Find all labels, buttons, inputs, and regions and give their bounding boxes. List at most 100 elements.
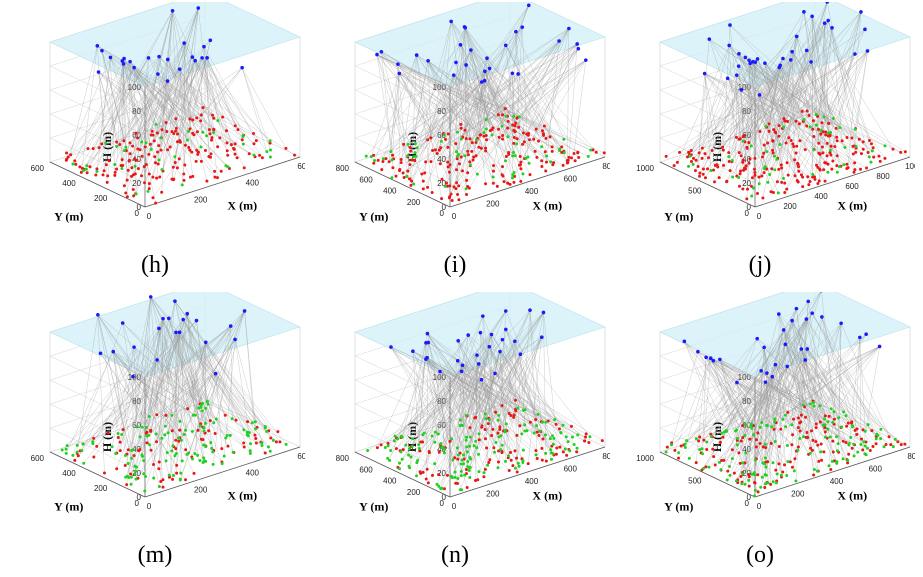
link [476, 45, 506, 140]
link [478, 363, 577, 453]
uav-point [414, 53, 419, 57]
link [381, 51, 468, 187]
link [421, 49, 472, 175]
user-point [122, 149, 126, 153]
user-point [148, 142, 152, 146]
user-point [242, 441, 246, 445]
user-point [190, 429, 194, 433]
user-point [177, 436, 181, 440]
subplot-h: 02040608010002004006000200400600X (m)Y (… [5, 2, 305, 282]
user-point [814, 123, 818, 127]
link [729, 364, 776, 476]
link [763, 347, 780, 464]
user-point [102, 169, 106, 173]
user-point [195, 148, 199, 152]
user-point [566, 158, 570, 162]
link [390, 64, 399, 152]
user-point [741, 461, 745, 465]
link [466, 312, 544, 474]
user-point [841, 457, 845, 461]
user-point [172, 474, 176, 478]
user-point [883, 144, 887, 148]
uav-point [763, 61, 767, 65]
user-point [125, 483, 129, 487]
z-tick-label: 20 [132, 179, 141, 188]
user-point [772, 128, 776, 132]
link [738, 58, 758, 140]
user-point [468, 426, 472, 430]
user-point [721, 145, 725, 149]
user-point [226, 444, 230, 448]
user-point [506, 119, 510, 123]
user-point [398, 169, 402, 173]
user-point [790, 443, 794, 447]
link [427, 60, 508, 184]
user-point [484, 118, 488, 122]
user-point [496, 418, 500, 422]
user-point [847, 452, 851, 456]
user-point [208, 132, 212, 136]
user-point [534, 449, 538, 453]
uav-point [839, 321, 843, 326]
user-point [716, 165, 720, 169]
user-point [147, 152, 151, 156]
user-point [770, 425, 774, 429]
link [123, 63, 155, 157]
user-point [433, 440, 437, 444]
link [689, 292, 821, 459]
link [182, 8, 199, 185]
link [158, 57, 203, 161]
user-point [147, 433, 151, 437]
uav-point [459, 369, 464, 374]
link [693, 53, 856, 165]
uav-point [456, 338, 460, 343]
link [113, 351, 206, 462]
link [131, 310, 245, 451]
user-point [793, 174, 797, 178]
uav-point [108, 55, 113, 60]
user-point [460, 458, 464, 462]
user-point [689, 159, 693, 163]
user-point [808, 180, 812, 184]
link [777, 50, 807, 182]
y-tick-label: 800 [336, 164, 350, 173]
link [486, 5, 529, 120]
user-point [458, 488, 462, 492]
user-point [491, 169, 495, 173]
user-point [130, 456, 134, 460]
link [704, 73, 845, 165]
user-point [105, 180, 109, 184]
user-point [741, 139, 745, 143]
user-point [373, 158, 377, 162]
user-point [854, 144, 858, 148]
user-point [847, 443, 851, 447]
user-point [92, 436, 96, 440]
link [806, 318, 882, 430]
y-tick-label: 400 [383, 187, 397, 196]
user-point [208, 155, 212, 159]
user-point [258, 153, 262, 157]
user-point [826, 162, 830, 166]
user-point [694, 461, 698, 465]
user-point [268, 449, 272, 453]
link [241, 67, 271, 151]
user-point [519, 167, 523, 171]
user-point [552, 436, 556, 440]
link [413, 58, 488, 157]
user-point [846, 461, 850, 465]
user-point [175, 471, 179, 475]
user-point [551, 442, 555, 446]
user-point [198, 424, 202, 428]
link [505, 329, 591, 437]
link [74, 58, 125, 161]
ground-users-o [664, 399, 907, 498]
link [201, 57, 239, 130]
user-point [442, 487, 446, 491]
link [411, 55, 417, 161]
user-point [174, 126, 178, 130]
ground-users-n [366, 398, 604, 492]
user-point [512, 413, 516, 417]
link [390, 346, 463, 426]
user-point [791, 433, 795, 437]
user-point [409, 149, 413, 153]
